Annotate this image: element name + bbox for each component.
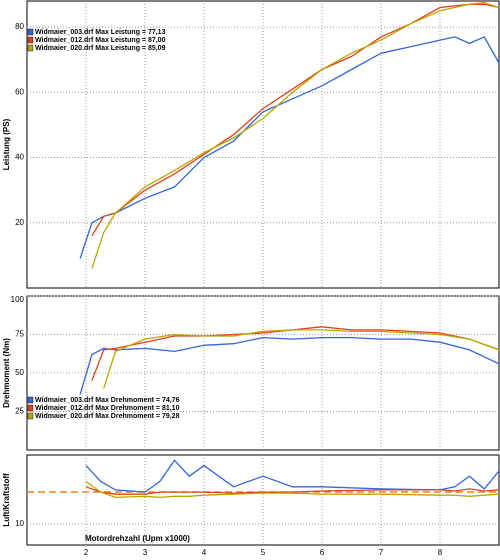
- legend-swatch: [27, 412, 34, 420]
- legend-swatch: [27, 28, 34, 36]
- legend-label: Widmaier_020.drf Max Leistung = 85,09: [35, 45, 166, 52]
- series-line: [91, 1, 500, 269]
- plot-frame: [26, 0, 500, 289]
- legend-label: Widmaier_003.drf Max Drehmoment = 74,76: [35, 397, 180, 404]
- y-tick-label: 50: [15, 368, 24, 377]
- legend-label: Widmaier_003.drf Max Leistung = 77,13: [35, 29, 166, 36]
- x-tick-label: 6: [320, 548, 325, 557]
- y-tick-label: 40: [15, 153, 24, 162]
- x-axis-label: Motordrehzahl (Upm x1000): [85, 534, 190, 543]
- legend-label: Widmaier_020.drf Max Drehmoment = 79,28: [35, 413, 180, 420]
- x-tick-label: 7: [379, 548, 384, 557]
- legend-swatch: [27, 36, 34, 44]
- y-axis-label: Drehmoment (Nm): [2, 338, 11, 408]
- x-tick-label: 3: [143, 548, 148, 557]
- x-tick-label: 2: [84, 548, 89, 557]
- y-tick-label: 25: [15, 407, 24, 416]
- y-tick-label: 10: [15, 519, 24, 528]
- plot-frame: [26, 295, 500, 451]
- y-tick-label: 100: [11, 295, 25, 304]
- y-tick-label: 80: [15, 22, 24, 31]
- legend-label: Widmaier_012.drf Max Leistung = 87,00: [35, 37, 166, 44]
- y-axis-label: Luft/Kraftstoff: [2, 473, 11, 527]
- y-tick-label: 60: [15, 87, 24, 96]
- x-tick-label: 8: [438, 548, 443, 557]
- legend-swatch: [27, 404, 34, 412]
- y-axis-label: Leistung (PS): [2, 118, 11, 170]
- series-line: [85, 459, 500, 493]
- y-tick-label: 20: [15, 218, 24, 227]
- series-line: [85, 480, 500, 499]
- x-tick-label: 4: [202, 548, 207, 557]
- legend-swatch: [27, 44, 34, 52]
- legend-label: Widmaier_012.drf Max Drehmoment = 81,10: [35, 405, 180, 412]
- series-line: [85, 486, 500, 495]
- series-line: [91, 3, 500, 237]
- x-tick-label: 5: [261, 548, 266, 557]
- legend-swatch: [27, 396, 34, 404]
- series-line: [103, 329, 500, 389]
- y-tick-label: 75: [15, 330, 24, 339]
